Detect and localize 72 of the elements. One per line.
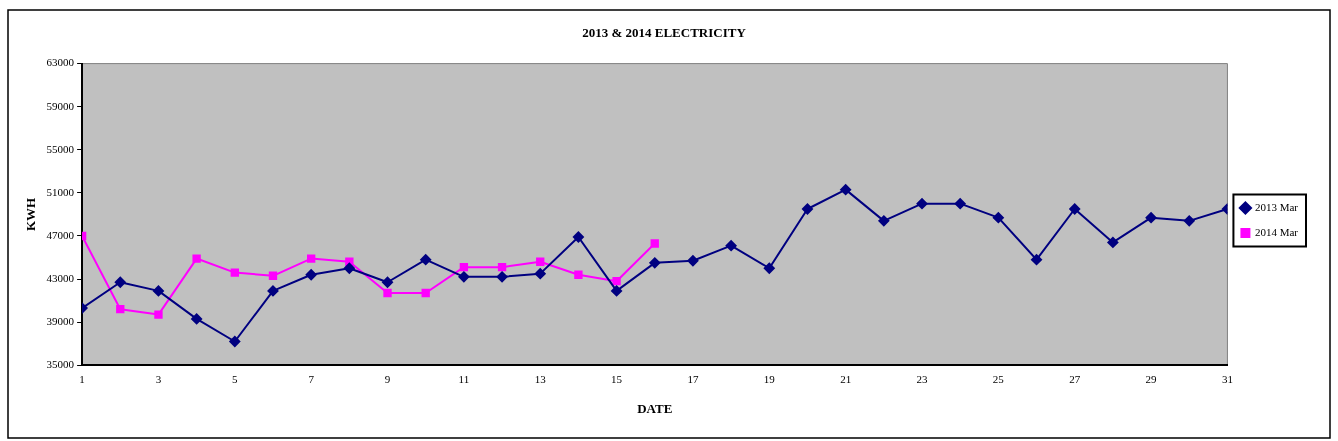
chart-title: 2013 & 2014 ELECTRICITY bbox=[582, 25, 747, 41]
x-tick-label: 31 bbox=[1221, 372, 1233, 385]
point bbox=[1145, 212, 1157, 224]
point bbox=[611, 285, 623, 297]
point bbox=[267, 285, 279, 297]
point bbox=[114, 276, 126, 288]
point bbox=[916, 198, 928, 210]
x-tick-label: 11 bbox=[458, 372, 470, 385]
y-tick-label: 47000 bbox=[46, 228, 75, 241]
point bbox=[1107, 236, 1119, 248]
point bbox=[649, 257, 661, 269]
point bbox=[801, 203, 813, 215]
point bbox=[687, 255, 699, 267]
x-tick-label: 19 bbox=[763, 372, 776, 385]
y-tick-label: 39000 bbox=[46, 315, 75, 327]
x-tick-label: 13 bbox=[534, 372, 547, 385]
point bbox=[192, 254, 201, 263]
legend-label: 2013 Mar bbox=[1254, 200, 1299, 213]
x-tick-label: 9 bbox=[384, 372, 391, 385]
point bbox=[1031, 254, 1043, 266]
point bbox=[343, 262, 355, 274]
point bbox=[536, 257, 545, 266]
point bbox=[459, 263, 469, 272]
x-tick-label: 21 bbox=[840, 372, 852, 385]
x-tick-label: 7 bbox=[308, 372, 315, 385]
x-tick-label: 29 bbox=[1145, 372, 1158, 385]
point bbox=[382, 276, 394, 288]
point bbox=[229, 336, 241, 347]
point bbox=[612, 277, 621, 286]
y-tick-label: 43000 bbox=[46, 271, 75, 284]
point bbox=[650, 239, 659, 248]
point bbox=[152, 285, 164, 297]
point bbox=[992, 212, 1004, 224]
y-tick-label: 55000 bbox=[46, 142, 75, 155]
point bbox=[840, 184, 852, 196]
point bbox=[230, 268, 239, 277]
x-tick-label: 27 bbox=[1069, 372, 1081, 385]
y-tick-label: 59000 bbox=[46, 99, 75, 112]
x-tick-label: 3 bbox=[155, 372, 162, 385]
point bbox=[154, 310, 163, 319]
point bbox=[574, 270, 583, 279]
point bbox=[421, 288, 430, 298]
y-tick-label: 51000 bbox=[46, 185, 75, 198]
y-axis-title: KWH bbox=[23, 197, 39, 232]
point bbox=[572, 231, 584, 243]
y-tick-label: 35000 bbox=[46, 358, 75, 371]
point bbox=[268, 271, 278, 280]
point bbox=[306, 254, 316, 263]
legend-label: 2014 Mar bbox=[1254, 225, 1299, 238]
x-tick-label: 15 bbox=[611, 372, 623, 385]
point bbox=[420, 254, 432, 266]
x-axis-title: DATE bbox=[637, 400, 673, 416]
x-tick-label: 25 bbox=[992, 372, 1005, 385]
point bbox=[383, 288, 392, 298]
point bbox=[116, 305, 125, 314]
x-tick-label: 5 bbox=[232, 372, 239, 385]
x-tick-label: 23 bbox=[916, 372, 928, 385]
point bbox=[458, 271, 470, 283]
point bbox=[496, 271, 508, 283]
point bbox=[878, 215, 890, 227]
point bbox=[1069, 203, 1081, 215]
x-tick-label: 1 bbox=[79, 372, 85, 385]
point bbox=[954, 198, 966, 210]
point bbox=[763, 262, 775, 274]
point bbox=[1183, 215, 1195, 227]
point bbox=[305, 269, 317, 281]
point bbox=[497, 263, 507, 272]
point bbox=[191, 313, 203, 325]
y-tick-label: 63000 bbox=[46, 56, 75, 69]
x-tick-label: 17 bbox=[687, 372, 699, 385]
point bbox=[534, 268, 546, 280]
point bbox=[725, 240, 737, 252]
